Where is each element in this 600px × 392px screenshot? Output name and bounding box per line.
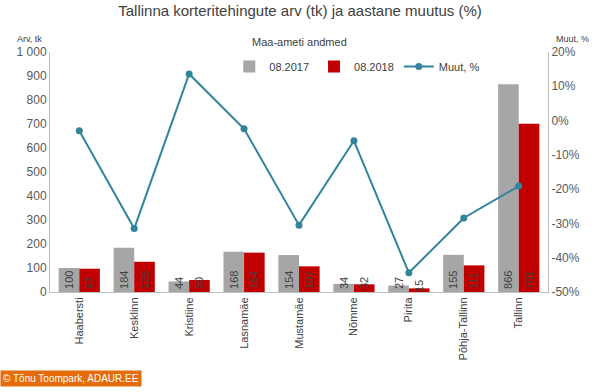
svg-text:0: 0 bbox=[40, 285, 47, 299]
svg-text:Tallinna korteritehingute arv: Tallinna korteritehingute arv (tk) ja aa… bbox=[118, 2, 482, 19]
svg-text:15: 15 bbox=[413, 280, 425, 292]
svg-text:-20%: -20% bbox=[551, 182, 579, 196]
svg-text:100: 100 bbox=[63, 271, 75, 289]
svg-text:800: 800 bbox=[27, 93, 47, 107]
svg-text:Kristiine: Kristiine bbox=[183, 297, 195, 336]
svg-text:Kesklinn: Kesklinn bbox=[128, 297, 140, 339]
svg-text:-50%: -50% bbox=[551, 285, 579, 299]
svg-text:700: 700 bbox=[27, 117, 47, 131]
svg-text:20%: 20% bbox=[551, 45, 575, 59]
svg-text:600: 600 bbox=[27, 141, 47, 155]
svg-text:Lasnamäe: Lasnamäe bbox=[238, 297, 250, 348]
svg-text:300: 300 bbox=[27, 213, 47, 227]
svg-text:10%: 10% bbox=[551, 79, 575, 93]
svg-text:32: 32 bbox=[358, 277, 370, 289]
svg-text:Haabersti: Haabersti bbox=[73, 297, 85, 344]
svg-text:701: 701 bbox=[523, 271, 535, 289]
svg-text:© Tõnu Toompark, ADAUR.EE: © Tõnu Toompark, ADAUR.EE bbox=[3, 373, 139, 384]
svg-text:Mustamäe: Mustamäe bbox=[293, 297, 305, 348]
svg-text:111: 111 bbox=[468, 272, 480, 289]
svg-text:200: 200 bbox=[27, 237, 47, 251]
svg-text:08.2017: 08.2017 bbox=[269, 61, 309, 73]
svg-text:184: 184 bbox=[118, 271, 130, 289]
svg-text:Muut, %: Muut, % bbox=[556, 34, 589, 44]
svg-text:34: 34 bbox=[338, 277, 350, 289]
svg-text:155: 155 bbox=[447, 271, 459, 289]
svg-text:Tallinn: Tallinn bbox=[512, 297, 524, 328]
svg-text:164: 164 bbox=[248, 271, 260, 289]
svg-text:50: 50 bbox=[193, 277, 205, 289]
svg-text:126: 126 bbox=[139, 271, 151, 289]
svg-text:-10%: -10% bbox=[551, 148, 579, 162]
svg-text:866: 866 bbox=[502, 271, 514, 289]
svg-text:Põhja-Tallinn: Põhja-Tallinn bbox=[457, 297, 469, 360]
svg-text:08.2018: 08.2018 bbox=[354, 61, 394, 73]
svg-text:-40%: -40% bbox=[551, 251, 579, 265]
svg-text:Maa-ameti andmed: Maa-ameti andmed bbox=[252, 36, 347, 48]
svg-text:107: 107 bbox=[303, 271, 315, 289]
svg-text:168: 168 bbox=[228, 271, 240, 289]
svg-text:Muut, %: Muut, % bbox=[439, 61, 480, 73]
svg-text:Pirita: Pirita bbox=[402, 297, 414, 323]
svg-text:27: 27 bbox=[393, 277, 405, 289]
svg-text:97: 97 bbox=[84, 277, 96, 289]
svg-text:900: 900 bbox=[27, 69, 47, 83]
svg-text:Arv, tk: Arv, tk bbox=[17, 34, 42, 44]
svg-text:500: 500 bbox=[27, 165, 47, 179]
svg-text:100: 100 bbox=[27, 261, 47, 275]
svg-text:-30%: -30% bbox=[551, 217, 579, 231]
svg-text:1 000: 1 000 bbox=[17, 45, 47, 59]
svg-text:44: 44 bbox=[173, 277, 185, 289]
svg-text:0%: 0% bbox=[551, 114, 569, 128]
svg-text:154: 154 bbox=[283, 271, 295, 289]
svg-text:400: 400 bbox=[27, 189, 47, 203]
svg-text:Nõmme: Nõmme bbox=[348, 297, 360, 336]
